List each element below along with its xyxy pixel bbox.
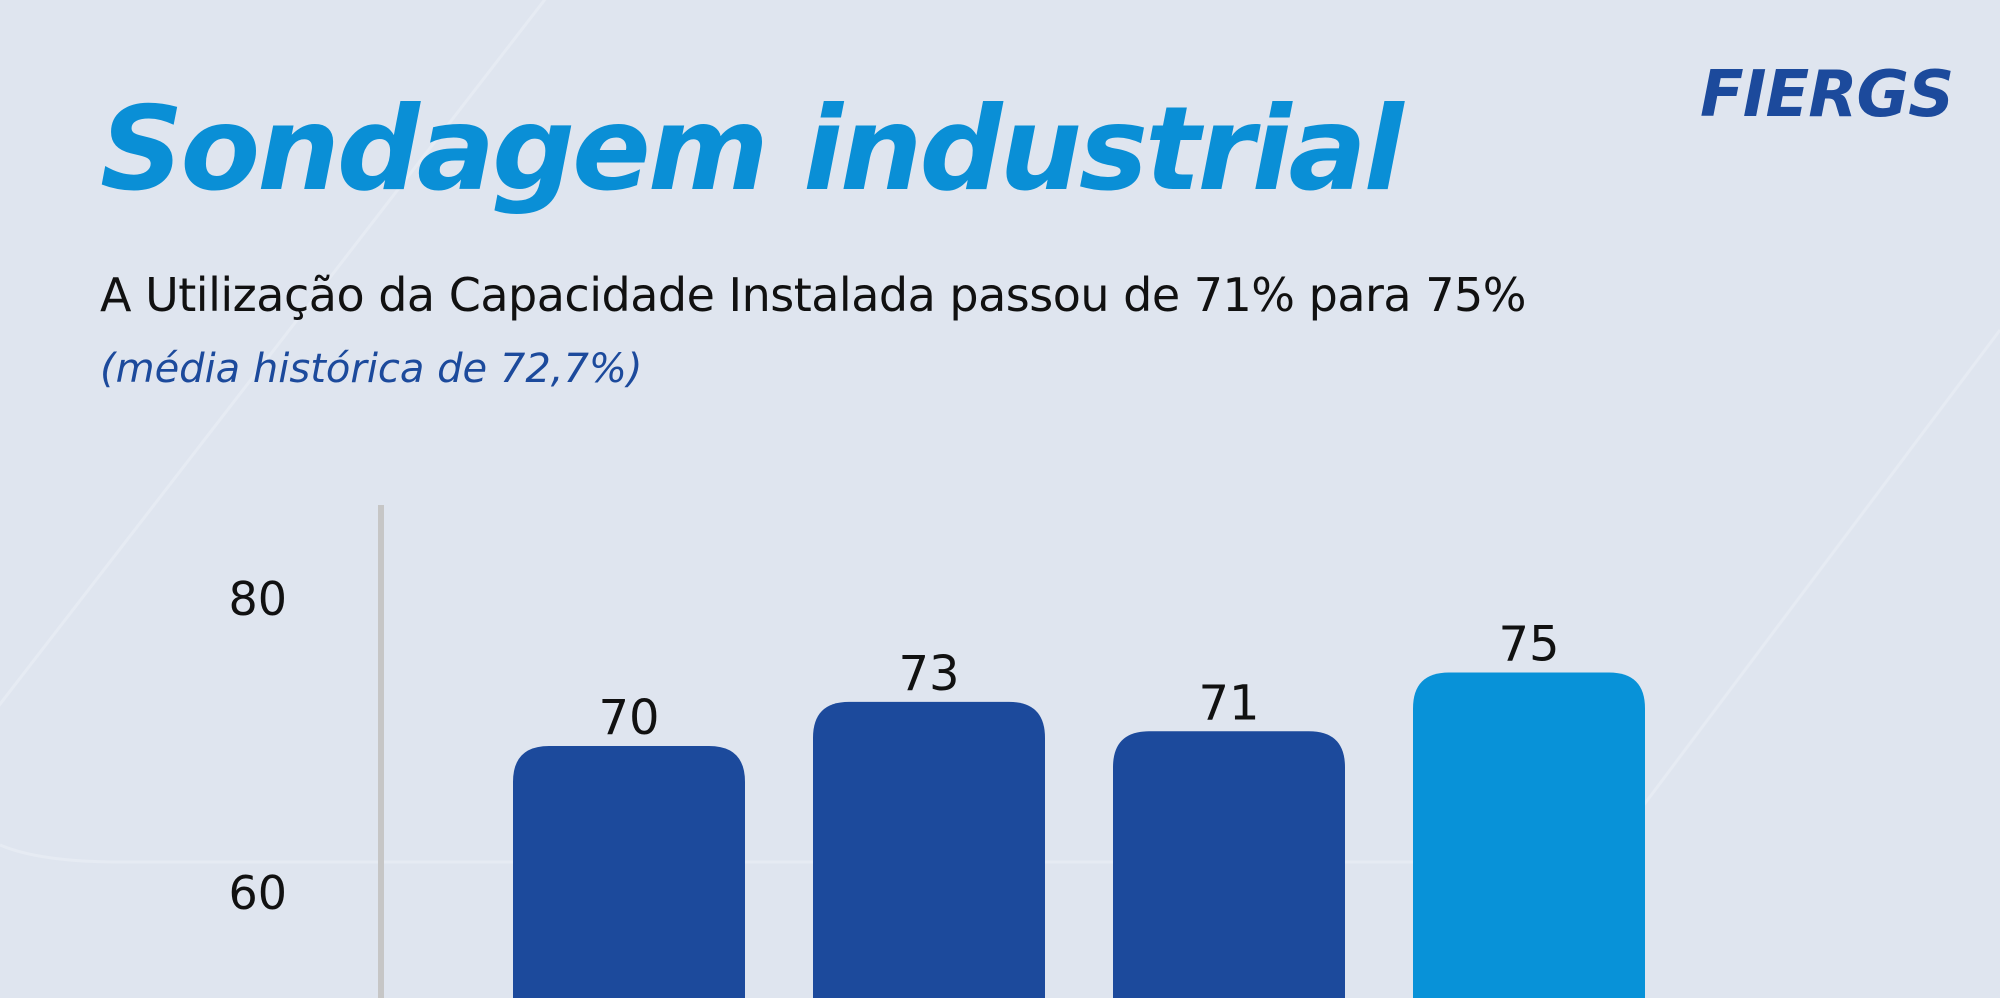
fiergs-logo: FIERGS: [1700, 58, 1954, 132]
historical-average-note: (média histórica de 72,7%): [100, 346, 643, 392]
bar: [513, 746, 745, 998]
bar-value-label: 73: [898, 646, 959, 702]
page-title: Sondagem industrial: [100, 82, 1404, 217]
chart-subtitle: A Utilização da Capacidade Instalada pas…: [100, 268, 1526, 322]
bar: [813, 701, 1045, 998]
y-tick-label: 60: [228, 866, 287, 920]
bar-value-label: 70: [598, 690, 659, 746]
bar-value-label: 75: [1498, 617, 1559, 673]
bar: [1413, 672, 1645, 998]
bar: [1113, 731, 1345, 998]
bar-value-label: 71: [1198, 675, 1259, 731]
y-tick-label: 80: [228, 572, 287, 626]
